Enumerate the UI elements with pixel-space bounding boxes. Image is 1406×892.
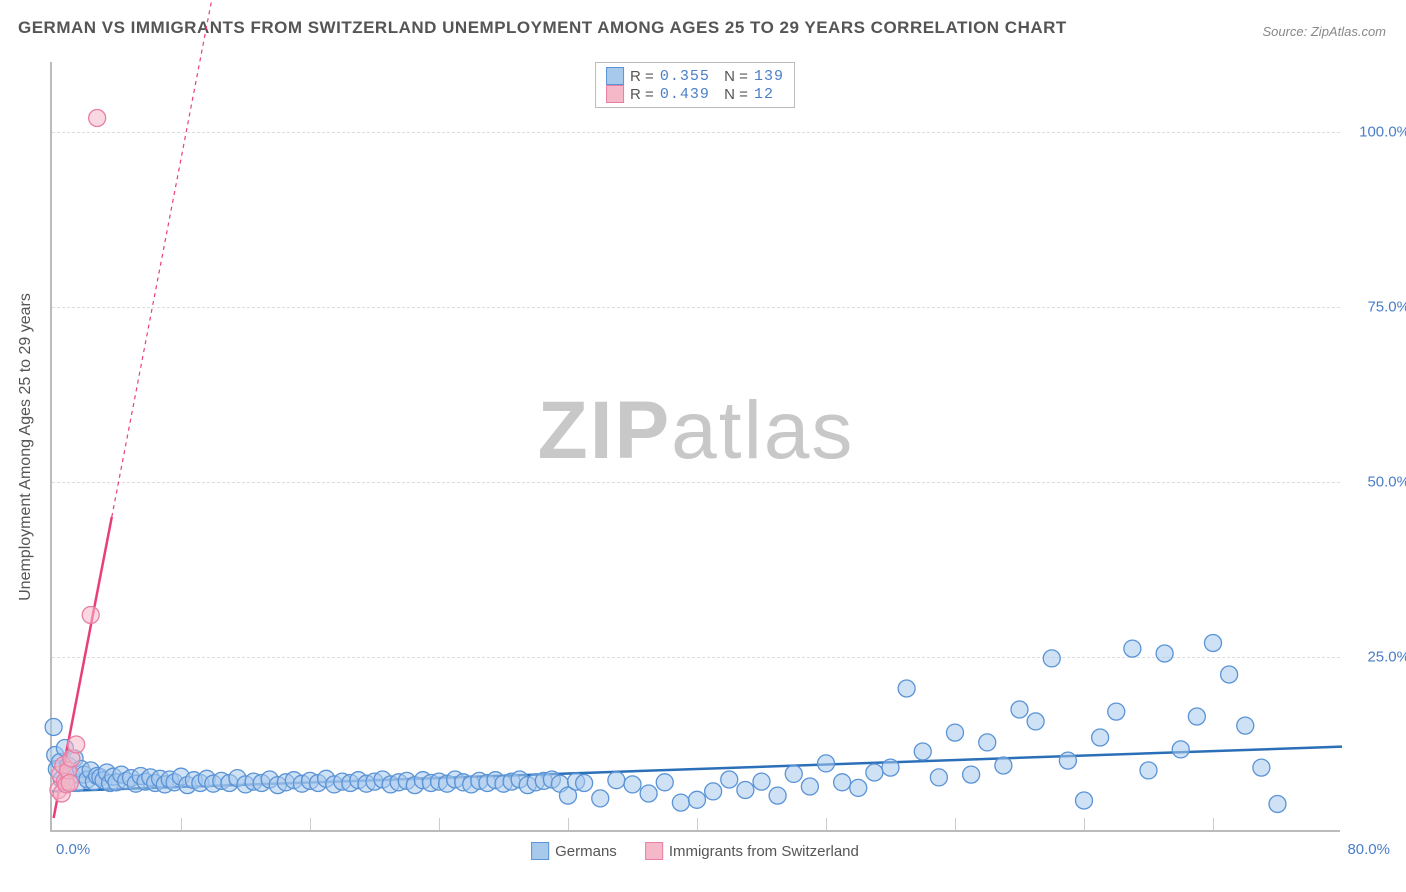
data-point	[689, 791, 706, 808]
swatch-pink	[645, 842, 663, 860]
data-point	[1269, 796, 1286, 813]
plot-area: ZIPatlas 25.0%50.0%75.0%100.0%	[50, 62, 1340, 832]
data-point	[68, 736, 85, 753]
data-point	[1059, 752, 1076, 769]
chart-svg	[52, 62, 1340, 830]
data-point	[1140, 762, 1157, 779]
data-point	[882, 759, 899, 776]
plot-frame: Unemployment Among Ages 25 to 29 years Z…	[50, 62, 1340, 832]
data-point	[979, 734, 996, 751]
data-point	[45, 719, 62, 736]
data-point	[608, 772, 625, 789]
legend-label: Germans	[555, 843, 617, 860]
data-point	[1124, 640, 1141, 657]
data-point	[785, 765, 802, 782]
data-point	[930, 769, 947, 786]
data-point	[672, 794, 689, 811]
r-label: R =	[630, 68, 654, 85]
data-point	[1172, 741, 1189, 758]
swatch-blue	[531, 842, 549, 860]
y-tick-label: 25.0%	[1350, 649, 1406, 666]
r-label: R =	[630, 86, 654, 103]
swatch-pink	[606, 85, 624, 103]
data-point	[1108, 703, 1125, 720]
data-point	[1076, 792, 1093, 809]
legend-row-germans: R = 0.355 N = 139	[606, 67, 784, 85]
data-point	[1027, 713, 1044, 730]
data-point	[947, 724, 964, 741]
y-tick-label: 50.0%	[1350, 474, 1406, 491]
data-point	[82, 607, 99, 624]
data-point	[1221, 666, 1238, 683]
r-value-1: 0.355	[660, 68, 710, 85]
data-point	[737, 782, 754, 799]
data-point	[656, 774, 673, 791]
data-point	[963, 766, 980, 783]
data-point	[801, 778, 818, 795]
data-point	[1237, 717, 1254, 734]
n-label: N =	[716, 68, 748, 85]
data-point	[1188, 708, 1205, 725]
data-point	[995, 757, 1012, 774]
data-point	[1092, 729, 1109, 746]
data-point	[834, 774, 851, 791]
data-point	[769, 787, 786, 804]
n-value-1: 139	[754, 68, 784, 85]
data-point	[624, 776, 641, 793]
y-tick-label: 100.0%	[1350, 124, 1406, 141]
y-tick-label: 75.0%	[1350, 299, 1406, 316]
data-point	[640, 785, 657, 802]
data-point	[1205, 635, 1222, 652]
correlation-legend: R = 0.355 N = 139 R = 0.439 N = 12	[595, 62, 795, 108]
data-point	[1253, 759, 1270, 776]
swatch-blue	[606, 67, 624, 85]
legend-item-swiss: Immigrants from Switzerland	[645, 842, 859, 860]
series-legend: Germans Immigrants from Switzerland	[531, 842, 859, 860]
data-point	[61, 775, 78, 792]
x-max-label: 80.0%	[1347, 841, 1390, 858]
r-value-2: 0.439	[660, 86, 710, 103]
data-point	[914, 743, 931, 760]
data-point	[753, 773, 770, 790]
legend-row-swiss: R = 0.439 N = 12	[606, 85, 784, 103]
data-point	[1043, 650, 1060, 667]
data-point	[818, 755, 835, 772]
chart-title: GERMAN VS IMMIGRANTS FROM SWITZERLAND UN…	[18, 18, 1067, 38]
data-point	[1156, 645, 1173, 662]
n-label: N =	[716, 86, 748, 103]
data-point	[705, 783, 722, 800]
data-point	[721, 771, 738, 788]
data-point	[592, 790, 609, 807]
data-point	[866, 764, 883, 781]
legend-label: Immigrants from Switzerland	[669, 843, 859, 860]
source-attribution: Source: ZipAtlas.com	[1262, 24, 1386, 39]
data-point	[89, 110, 106, 127]
n-value-2: 12	[754, 86, 774, 103]
data-point	[576, 775, 593, 792]
data-point	[898, 680, 915, 697]
y-axis-label: Unemployment Among Ages 25 to 29 years	[17, 293, 35, 601]
x-min-label: 0.0%	[56, 841, 90, 858]
legend-item-germans: Germans	[531, 842, 617, 860]
data-point	[850, 779, 867, 796]
data-point	[1011, 701, 1028, 718]
